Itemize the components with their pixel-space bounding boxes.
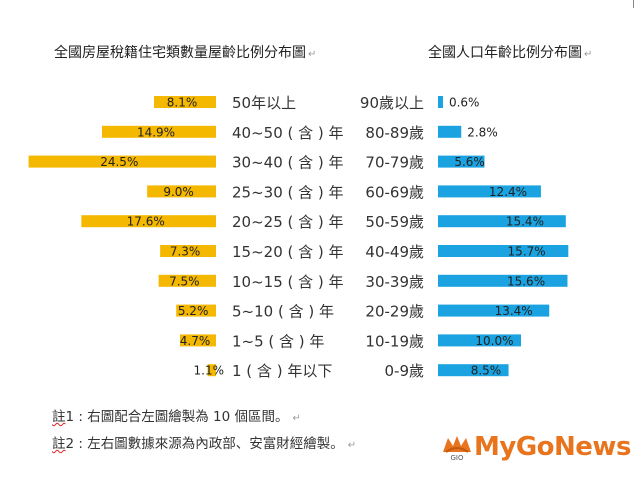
left-bar-value-label: 14.9% (137, 125, 175, 139)
logo-emblem-icon: GIO (443, 436, 471, 462)
right-bar-value-label: 12.4% (489, 185, 527, 199)
left-bar-value-label: 24.5% (100, 155, 138, 169)
right-category-label: 90歲以上 (360, 94, 424, 112)
left-bar (180, 334, 216, 347)
right-bar (438, 364, 509, 377)
right-bar-value-label: 13.4% (495, 304, 533, 318)
left-bar (154, 96, 216, 108)
right-bar (438, 304, 550, 317)
note-1: 註1 : 右圖配合左圖繪製為 10 個區間。 ↵ (52, 405, 301, 425)
left-bar (28, 155, 217, 168)
right-category-label: 70-79歲 (365, 154, 424, 172)
right-bar-value-label: 5.6% (454, 155, 485, 169)
left-bar (207, 364, 216, 377)
paragraph-mark: ↵ (584, 49, 593, 60)
right-category-label: 0-9歲 (385, 362, 425, 380)
note-2: 註2 : 左右圖數據來源為內政部、安富財經繪製。 ↵ (52, 432, 356, 452)
mygonews-logo: GIO MyGoNews (440, 432, 631, 462)
note-1-prefix: 註 (52, 409, 66, 425)
left-bar (160, 245, 216, 257)
right-bar-value-label: 2.8% (467, 125, 498, 139)
left-chart-title-text: 全國房屋稅籍住宅類數量屋齡比例分布圖 (54, 45, 306, 61)
right-category-label: 40-49歲 (365, 243, 424, 261)
left-category-label: 40~50 ( 含 ) 年 (232, 124, 344, 142)
left-bar (158, 274, 216, 287)
left-bar (102, 125, 216, 138)
left-bar-value-label: 9.0% (163, 185, 194, 199)
right-category-label: 30-39歲 (365, 273, 424, 291)
left-chart-title: 全國房屋稅籍住宅類數量屋齡比例分布圖 ↵ (54, 42, 316, 62)
right-bar-value-label: 10.0% (475, 334, 513, 348)
note-2-text: 2 : 左右圖數據來源為內政部、安富財經繪製。 (65, 436, 344, 452)
left-category-label: 25~30 ( 含 ) 年 (232, 183, 344, 201)
top-edge-mark (633, 0, 634, 8)
paragraph-mark: ↵ (347, 440, 357, 451)
right-bar-value-label: 0.6% (449, 96, 480, 110)
left-bar-value-label: 8.1% (167, 96, 198, 110)
left-bar-value-label: 17.6% (127, 215, 165, 229)
right-bar (438, 125, 462, 138)
right-category-label: 60-69歲 (365, 183, 424, 201)
left-bar-value-label: 7.5% (169, 274, 200, 288)
right-category-label: 10-19歲 (365, 332, 424, 350)
left-category-label: 1~5 ( 含 ) 年 (232, 332, 324, 350)
left-category-label: 10~15 ( 含 ) 年 (232, 273, 344, 291)
left-bar-value-label: 1.1% (194, 364, 225, 378)
right-bar-value-label: 8.5% (471, 364, 502, 378)
right-bar-value-label: 15.6% (507, 274, 545, 288)
right-chart-title: 全國人口年齡比例分布圖 ↵ (428, 42, 592, 62)
left-bar (147, 185, 216, 198)
right-category-label: 50-59歲 (365, 213, 424, 231)
right-bar (438, 185, 541, 198)
left-category-label: 30~40 ( 含 ) 年 (232, 154, 344, 172)
right-bar (438, 245, 569, 257)
left-category-label: 1 ( 含 ) 年以下 (232, 362, 332, 380)
right-bar (438, 96, 443, 108)
right-bar (438, 334, 521, 347)
logo-text: MyGoNews (474, 432, 631, 462)
paragraph-mark: ↵ (292, 413, 301, 424)
logo-mark-text: GIO (451, 454, 464, 462)
right-bar-value-label: 15.7% (508, 245, 546, 259)
note-2-prefix: 註 (52, 436, 66, 452)
right-chart-title-text: 全國人口年齡比例分布圖 (428, 45, 582, 61)
left-bar-value-label: 7.3% (170, 245, 201, 259)
left-bar (176, 304, 216, 317)
left-category-label: 20~25 ( 含 ) 年 (232, 213, 344, 231)
right-bar-value-label: 15.4% (506, 215, 544, 229)
left-category-label: 5~10 ( 含 ) 年 (232, 303, 334, 321)
note-1-text: 1 : 右圖配合左圖繪製為 10 個區間。 (65, 409, 289, 425)
right-category-label: 20-29歲 (365, 303, 424, 321)
right-bar (438, 155, 485, 168)
left-bar-value-label: 5.2% (178, 304, 209, 318)
left-bar (81, 215, 216, 228)
right-bar (438, 274, 568, 287)
right-bar (438, 215, 566, 228)
left-category-label: 50年以上 (232, 94, 296, 112)
left-category-label: 15~20 ( 含 ) 年 (232, 243, 344, 261)
paragraph-mark: ↵ (308, 49, 317, 60)
right-category-label: 80-89歲 (365, 124, 424, 142)
left-bar-value-label: 4.7% (180, 334, 211, 348)
